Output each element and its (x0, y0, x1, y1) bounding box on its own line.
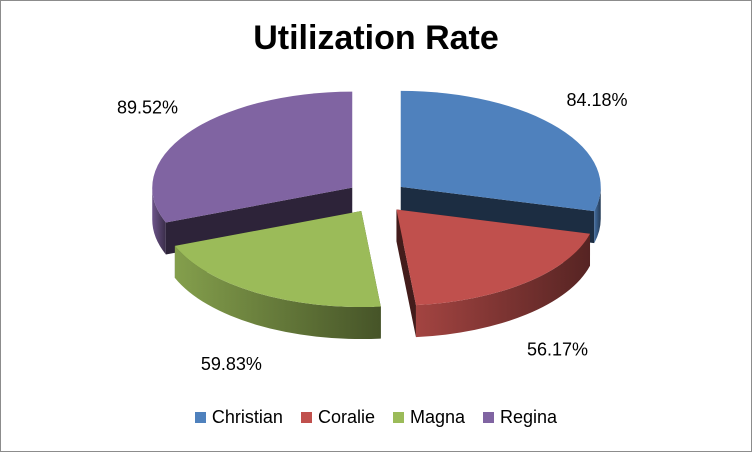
slice-rim (152, 187, 166, 255)
slice-rim (415, 233, 591, 338)
data-label-regina: 89.52% (117, 98, 178, 118)
pie-slice-magna (174, 211, 381, 340)
legend-item-coralie: Coralie (300, 407, 375, 428)
slice-rim (174, 245, 381, 340)
legend-swatch (483, 412, 495, 423)
data-label-magna: 59.83% (201, 354, 262, 374)
slice-top (396, 209, 591, 306)
slice-top (400, 90, 601, 212)
slice-wall (396, 209, 416, 338)
slice-top (174, 211, 381, 308)
legend-label: Regina (500, 407, 558, 427)
legend-item-magna: Magna (392, 407, 466, 428)
legend-label: Coralie (317, 407, 375, 427)
slice-rim (594, 186, 601, 244)
pie-slice-coralie (396, 209, 591, 338)
pie-slice-regina (152, 91, 353, 255)
legend-swatch (392, 412, 404, 423)
legend-item-regina: Regina (483, 407, 557, 428)
data-label-coralie: 56.17% (527, 340, 588, 360)
legend-swatch (194, 412, 206, 423)
legend-swatch (300, 412, 312, 423)
data-label-christian: 84.18% (566, 90, 627, 110)
slice-top (152, 91, 353, 223)
legend-label: Magna (409, 407, 466, 427)
legend-label: Christian (211, 407, 283, 427)
legend: Christian Coralie Magna Regina (1, 407, 751, 428)
chart-title: Utilization Rate (253, 19, 499, 57)
slice-wall (165, 187, 353, 255)
legend-item-christian: Christian (194, 407, 283, 428)
